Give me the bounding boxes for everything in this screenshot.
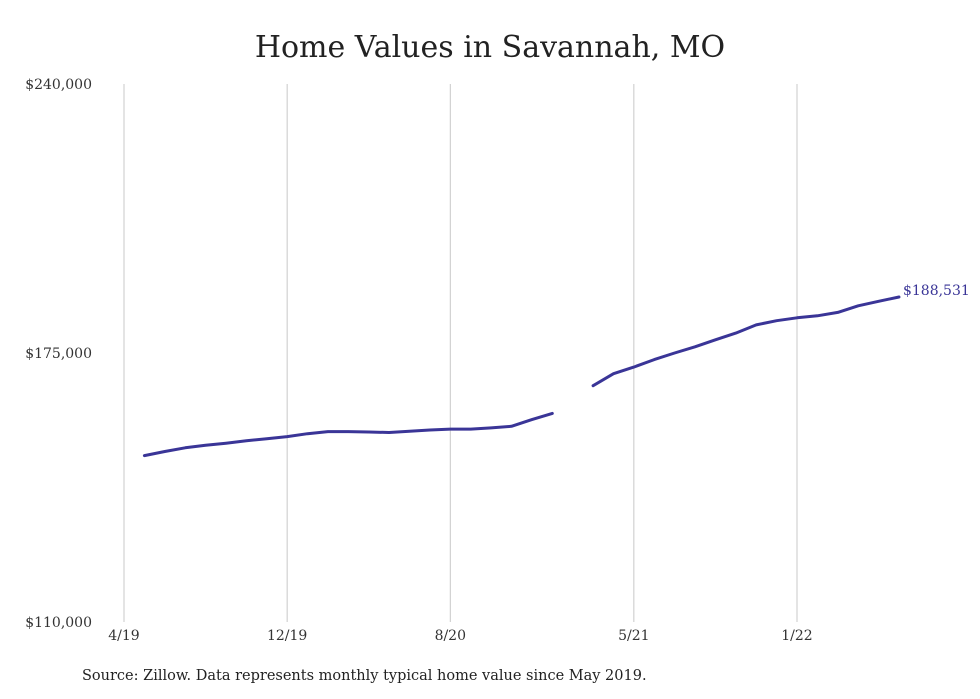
x-tick-label-3: 5/21 bbox=[618, 628, 649, 644]
series-line-segment-0-1 bbox=[591, 295, 901, 388]
y-tick-label-0: $110,000 bbox=[25, 615, 92, 631]
source-note: Source: Zillow. Data represents monthly … bbox=[82, 668, 647, 684]
y-tick-label-1: $175,000 bbox=[25, 346, 92, 362]
x-tick-label-2: 8/20 bbox=[435, 628, 466, 644]
series-lines bbox=[142, 295, 901, 458]
series-line-segment-0-0 bbox=[142, 411, 554, 458]
x-axis-labels: 4/19 12/19 8/20 5/21 1/22 bbox=[108, 628, 812, 644]
x-tick-label-0: 4/19 bbox=[108, 628, 139, 644]
x-tick-label-1: 12/19 bbox=[267, 628, 307, 644]
y-tick-label-2: $240,000 bbox=[25, 77, 92, 93]
y-axis-labels: $110,000 $175,000 $240,000 bbox=[25, 77, 92, 631]
grid-lines bbox=[123, 84, 798, 622]
chart-title: Home Values in Savannah, MO bbox=[254, 30, 726, 65]
end-value-label-group: $188,531 bbox=[903, 283, 970, 299]
end-value-label: $188,531 bbox=[903, 283, 970, 299]
x-tick-label-4: 1/22 bbox=[781, 628, 812, 644]
